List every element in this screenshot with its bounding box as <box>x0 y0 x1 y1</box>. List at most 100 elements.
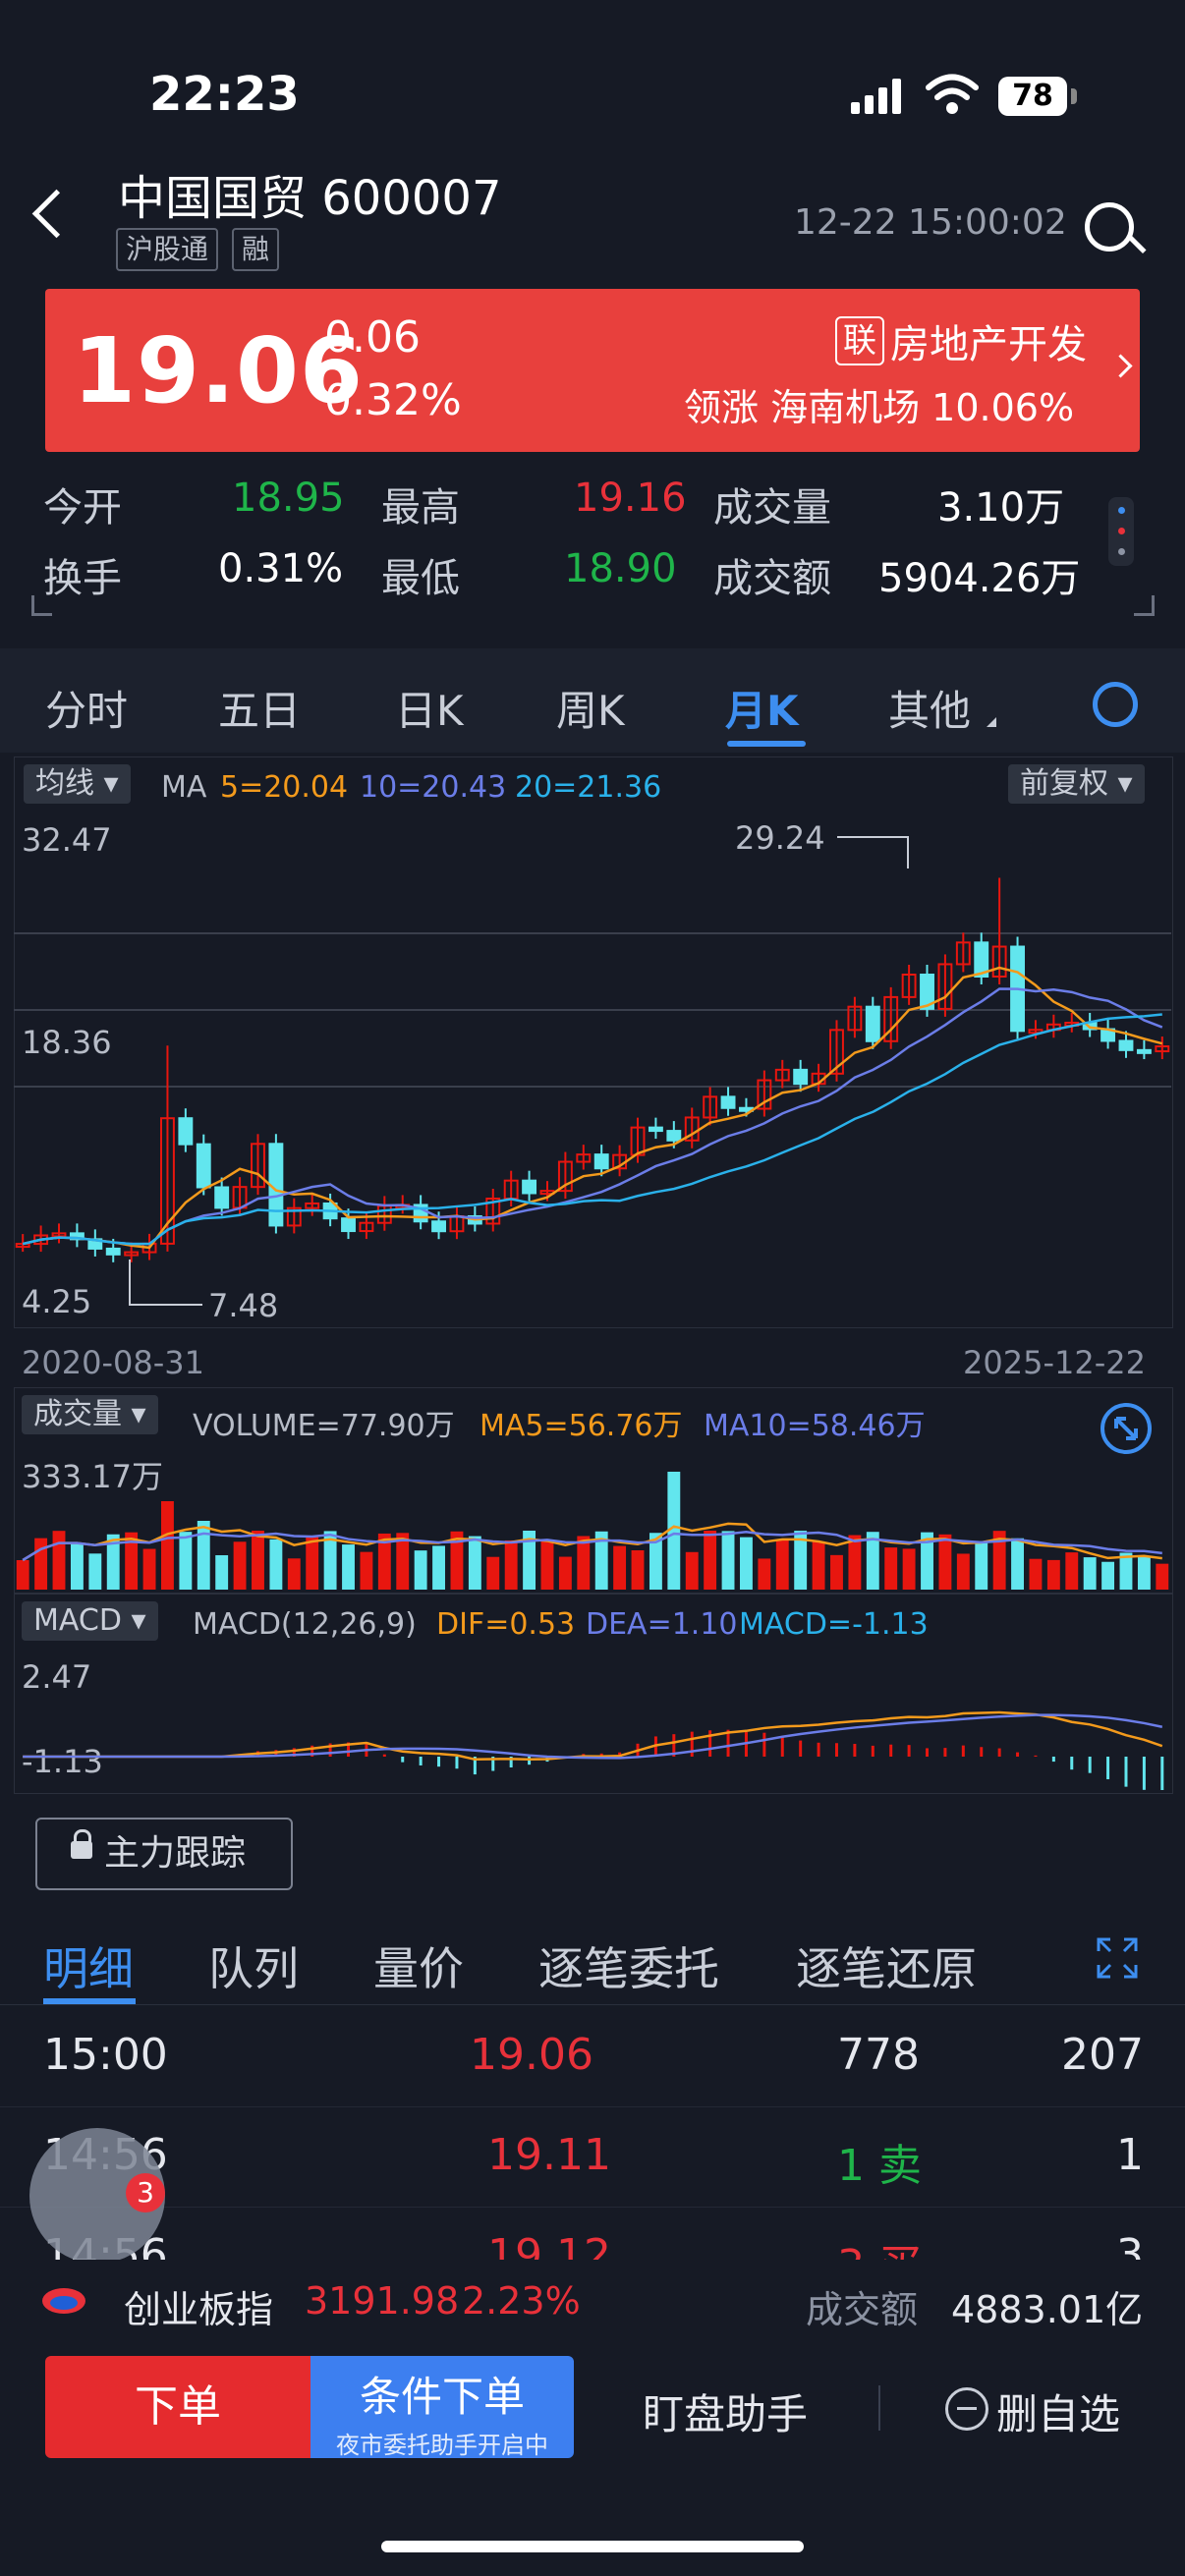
macd-plot[interactable] <box>14 1647 1171 1790</box>
battery-level: 78 <box>998 77 1067 116</box>
tab-weekly-k[interactable]: 周K <box>556 687 625 735</box>
stock-title: 中国国贸 600007 <box>118 171 502 226</box>
candle-body <box>1028 1029 1044 1035</box>
tab-daily-k[interactable]: 日K <box>395 687 464 735</box>
watch-assistant-button[interactable]: 盯盘助手 <box>643 2390 809 2438</box>
tag-hk-connect: 沪股通 <box>116 228 219 271</box>
volume-bar <box>921 1532 933 1590</box>
candle-body <box>557 1160 573 1193</box>
candle-body <box>648 1126 663 1133</box>
candle-body <box>251 1143 265 1189</box>
candle-body <box>124 1251 140 1257</box>
macd-dea: DEA=1.10 <box>586 1607 738 1642</box>
tab-order-by-order[interactable]: 逐笔委托 <box>538 1942 719 1995</box>
volume-bar <box>992 1531 1006 1590</box>
tab-five-day[interactable]: 五日 <box>218 687 302 735</box>
tab-intraday[interactable]: 分时 <box>45 687 129 735</box>
stat-open-value: 18.95 <box>232 476 345 521</box>
ma-line <box>22 987 1163 1246</box>
candle-body <box>1136 1048 1152 1054</box>
other-dropdown-icon <box>987 717 996 727</box>
volume-bar <box>1137 1555 1151 1590</box>
tick-count: 3 <box>1116 2230 1144 2260</box>
main-force-button[interactable]: 主力跟踪 <box>35 1818 293 1890</box>
price-change-pct: 0.32% <box>324 375 462 425</box>
volume-selector-label: 成交量 <box>33 1397 122 1431</box>
tab-other[interactable]: 其他 <box>888 687 972 735</box>
kline-plot[interactable] <box>14 808 1171 1326</box>
volume-bar <box>830 1554 843 1590</box>
ma-selector-label: 均线 <box>35 766 94 801</box>
candle-body <box>883 995 899 1042</box>
stat-turnover-label: 换手 <box>43 556 122 601</box>
adjust-selector[interactable]: 前复权 ▾ <box>1008 764 1145 804</box>
battery-icon <box>1071 88 1077 104</box>
kline-date-start: 2020-08-31 <box>22 1344 204 1381</box>
volume-bar <box>377 1533 391 1590</box>
stat-amount-value: 5904.26万 <box>878 556 1081 601</box>
volume-bar <box>866 1532 879 1590</box>
divider <box>0 2004 1185 2005</box>
ma5-value: 5=20.04 <box>220 770 349 805</box>
volume-bar <box>504 1540 518 1590</box>
volume-bar <box>34 1538 48 1590</box>
volume-bar <box>794 1531 808 1590</box>
macd-dif: DIF=0.53 <box>436 1607 576 1642</box>
chart-tab-bar <box>0 648 1185 753</box>
tick-price: 19.11 <box>487 2130 611 2180</box>
volume-bar <box>306 1537 319 1590</box>
macd-selector[interactable]: MACD ▾ <box>22 1601 158 1641</box>
candle-body <box>576 1153 592 1163</box>
order-button[interactable]: 下单 <box>45 2356 310 2458</box>
volume-bar <box>106 1534 120 1590</box>
lock-shackle <box>74 1829 91 1846</box>
cellular-signal-icon <box>851 79 901 114</box>
macd-selector-label: MACD <box>33 1603 122 1638</box>
volume-bar <box>468 1536 481 1590</box>
table-row: 14:56 19.11 1 卖 1 <box>0 2106 1185 2208</box>
divider <box>878 2385 880 2431</box>
more-dots-icon[interactable] <box>1108 497 1134 566</box>
tab-volume-price[interactable]: 量价 <box>373 1942 464 1995</box>
marker-leaders <box>129 836 909 1306</box>
volume-bar <box>613 1545 627 1590</box>
index-name: 创业板指 <box>124 2288 274 2331</box>
candle-body <box>485 1197 501 1225</box>
candle-body <box>359 1221 374 1233</box>
ma-selector[interactable]: 均线 ▾ <box>24 764 131 804</box>
volume-bar <box>1065 1552 1079 1590</box>
candle-body <box>214 1186 230 1209</box>
tab-detail[interactable]: 明细 <box>43 1942 134 1995</box>
wifi-icon <box>926 74 979 114</box>
remove-watchlist-button[interactable]: 删自选 <box>996 2390 1121 2438</box>
candle-body <box>69 1232 85 1241</box>
fullscreen-icon[interactable] <box>1095 1935 1140 1981</box>
volume-bar <box>812 1541 825 1590</box>
volume-bar <box>179 1532 193 1590</box>
volume-bar <box>649 1533 662 1590</box>
tick-volume: 1 卖 <box>837 2141 922 2191</box>
tag-margin: 融 <box>232 228 280 271</box>
candle-body <box>829 1029 844 1075</box>
kline-date-end: 2025-12-22 <box>963 1344 1146 1381</box>
tab-trade-replay[interactable]: 逐笔还原 <box>796 1942 977 1995</box>
conditional-order-button[interactable]: 条件下单 夜市委托助手开启中 <box>310 2356 574 2459</box>
search-icon[interactable] <box>1085 202 1134 252</box>
volume-bar <box>975 1542 988 1590</box>
index-ticker-bar[interactable]: 创业板指 3191.98 2.23% 成交额 4883.01亿 <box>0 2260 1185 2340</box>
macd-y-max: 2.47 <box>22 1658 92 1696</box>
volume-selector[interactable]: 成交量 ▾ <box>22 1395 158 1434</box>
expand-chart-icon[interactable] <box>1099 1401 1154 1456</box>
gear-icon[interactable] <box>1093 682 1138 727</box>
last-price: 19.06 <box>73 318 365 423</box>
table-row: 14:56 19.12 3 买 3 <box>0 2207 1185 2260</box>
home-indicator <box>381 2541 804 2552</box>
price-banner[interactable]: 19.06 0.06 0.32% 联 房地产开发 领涨 海南机场 10.06% <box>45 289 1140 452</box>
tab-monthly-k[interactable]: 月K <box>725 687 799 735</box>
volume-value: VOLUME=77.90万 <box>193 1409 455 1443</box>
tab-queue[interactable]: 队列 <box>208 1942 299 1995</box>
volume-plot[interactable] <box>14 1444 1171 1590</box>
candle-body <box>901 974 917 998</box>
volume-bar <box>52 1531 66 1590</box>
sector-name[interactable]: 房地产开发 <box>890 322 1087 367</box>
